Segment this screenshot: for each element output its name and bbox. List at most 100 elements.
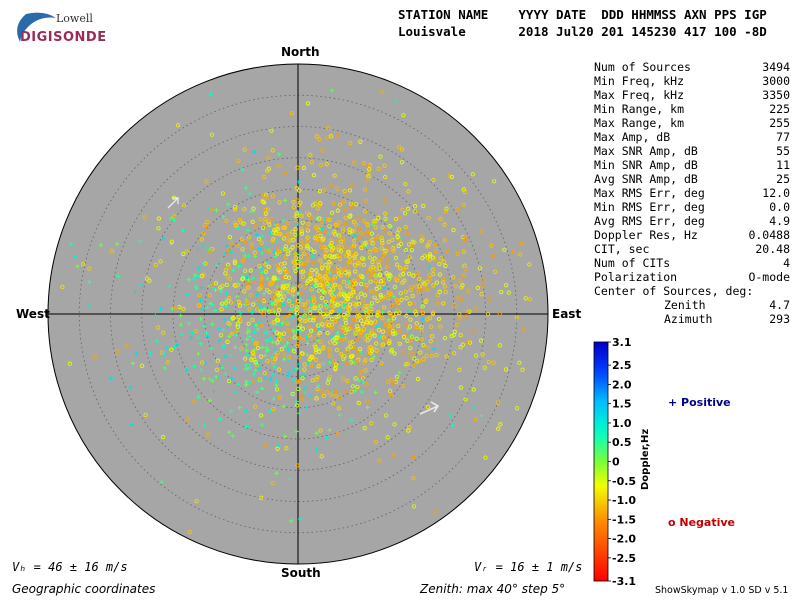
negative-point xyxy=(226,321,231,326)
negative-point xyxy=(457,367,462,372)
negative-point xyxy=(360,256,365,261)
negative-point xyxy=(310,354,315,360)
positive-point xyxy=(217,338,222,343)
center-row: Azimuth 293 xyxy=(594,312,790,326)
negative-point xyxy=(365,333,370,338)
stat-value: 11 xyxy=(776,158,790,172)
negative-point xyxy=(311,261,316,266)
negative-point xyxy=(403,181,408,187)
negative-point xyxy=(263,248,268,253)
positive-point xyxy=(320,226,325,231)
positive-point xyxy=(391,294,396,299)
negative-point xyxy=(286,239,291,244)
negative-point xyxy=(345,378,350,384)
negative-point xyxy=(323,299,328,304)
positive-point xyxy=(342,305,347,310)
negative-point xyxy=(369,421,374,426)
negative-point xyxy=(232,207,238,212)
negative-point xyxy=(320,322,325,327)
negative-point xyxy=(322,290,327,295)
negative-point xyxy=(334,336,339,341)
positive-point xyxy=(294,429,299,434)
negative-point xyxy=(323,229,329,234)
negative-point xyxy=(282,225,287,230)
stat-value: 0.0488 xyxy=(748,228,790,242)
negative-point xyxy=(311,172,317,178)
negative-point xyxy=(383,413,389,418)
negative-point xyxy=(355,278,361,283)
negative-point xyxy=(391,316,396,321)
negative-point xyxy=(314,347,319,353)
negative-point xyxy=(441,277,446,282)
negative-point xyxy=(376,260,381,265)
negative-point xyxy=(359,282,364,287)
negative-point xyxy=(348,340,353,345)
negative-point xyxy=(347,188,353,193)
negative-point xyxy=(337,220,342,225)
negative-point xyxy=(278,232,283,237)
negative-point xyxy=(280,297,285,302)
positive-point xyxy=(238,310,243,315)
negative-point xyxy=(235,324,240,330)
center-row-value: 4.7 xyxy=(769,298,790,312)
positive-point xyxy=(187,321,192,326)
stat-label: Polarization xyxy=(594,270,678,284)
negative-point xyxy=(356,372,362,377)
negative-point xyxy=(303,308,308,313)
negative-point xyxy=(325,320,330,325)
negative-point xyxy=(429,353,435,359)
positive-point xyxy=(196,274,201,279)
negative-point xyxy=(317,216,322,221)
negative-point xyxy=(249,357,254,362)
negative-point xyxy=(254,300,260,305)
negative-point xyxy=(312,296,317,301)
negative-point xyxy=(377,272,383,277)
positive-point xyxy=(186,277,191,282)
negative-point xyxy=(230,316,235,321)
negative-point xyxy=(411,504,417,509)
negative-point xyxy=(330,401,336,406)
positive-point xyxy=(161,236,166,241)
negative-point xyxy=(250,279,255,284)
negative-point xyxy=(460,342,466,347)
negative-point xyxy=(274,330,279,335)
negative-point xyxy=(380,89,385,94)
negative-point xyxy=(237,217,243,223)
negative-point xyxy=(359,369,364,375)
negative-point xyxy=(380,329,386,334)
negative-point xyxy=(369,348,375,354)
positive-point xyxy=(251,372,256,377)
positive-point xyxy=(272,309,277,314)
positive-point xyxy=(255,291,260,296)
negative-point xyxy=(293,301,298,306)
stat-label: Avg SNR Amp, dB xyxy=(594,172,698,186)
east-label: East xyxy=(552,307,582,321)
negative-point xyxy=(197,292,202,298)
negative-point xyxy=(332,173,337,178)
negative-point xyxy=(386,379,391,384)
velocity-arrow-icon xyxy=(167,197,179,209)
negative-point xyxy=(172,214,177,219)
stat-label: Num of CITs xyxy=(594,256,671,270)
negative-point xyxy=(281,352,287,357)
positive-point xyxy=(308,393,313,398)
negative-point xyxy=(337,252,343,258)
negative-point xyxy=(396,227,402,232)
negative-point xyxy=(205,219,210,225)
positive-point xyxy=(266,348,271,353)
negative-point xyxy=(434,280,440,285)
south-label: South xyxy=(281,566,321,580)
negative-point xyxy=(407,352,413,357)
negative-point xyxy=(289,303,295,309)
negative-point xyxy=(421,357,426,362)
positive-point xyxy=(274,383,279,388)
stat-row: Avg RMS Err, deg 4.9 xyxy=(594,214,790,228)
negative-point xyxy=(458,316,463,321)
negative-point xyxy=(335,302,340,308)
negative-point xyxy=(249,246,254,251)
positive-point xyxy=(196,395,201,400)
negative-point xyxy=(343,215,348,220)
negative-point xyxy=(482,365,488,370)
negative-point xyxy=(452,302,457,308)
negative-point xyxy=(375,313,380,318)
